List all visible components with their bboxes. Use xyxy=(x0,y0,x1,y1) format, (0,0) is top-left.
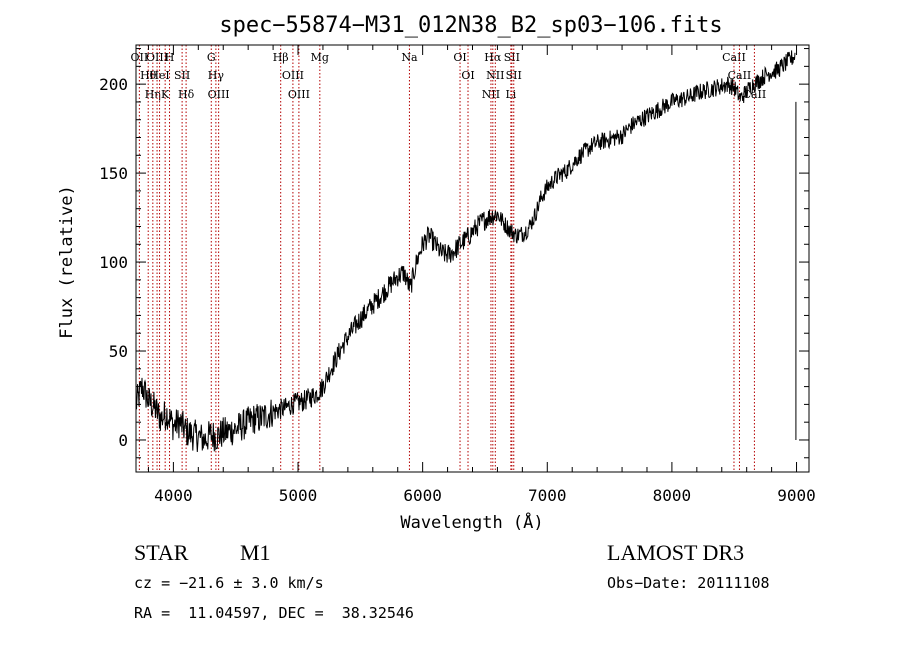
spectral-line-label: Hθ xyxy=(140,69,157,82)
spectral-line-label: Hγ xyxy=(208,69,225,82)
spectral-line-label: OII xyxy=(131,51,149,64)
y-tick-label: 0 xyxy=(118,431,128,450)
plot-frame xyxy=(135,44,810,473)
x-tick-label: 6000 xyxy=(403,486,442,505)
y-tick-label: 200 xyxy=(99,75,128,94)
spectral-line-label: Mg xyxy=(311,51,329,64)
plot-area: OII Hθ Hη OIII HeI K H SII Hδ G Hγ OIII Hβ OIII OIII Mg… xyxy=(131,44,810,473)
spectral-line-label: K xyxy=(161,88,170,101)
spectral-line-label: OI xyxy=(461,69,474,82)
survey-name: LAMOST DR3 xyxy=(607,540,745,565)
x-tick-label: 7000 xyxy=(528,486,567,505)
y-tick-label: 50 xyxy=(109,342,128,361)
x-tick-label: 9000 xyxy=(777,486,816,505)
object-class: STAR xyxy=(134,540,189,565)
spectral-line-label: SII xyxy=(506,69,522,82)
spectral-line-label: CaII xyxy=(743,88,767,101)
spectral-line-label: SII xyxy=(174,69,190,82)
x-tick-label: 8000 xyxy=(653,486,692,505)
spectral-line-label: OIII xyxy=(282,69,304,82)
spectrum-line xyxy=(135,50,796,453)
chart-title: spec−55874−M31_012N38_B2_sp03−106.fits xyxy=(219,13,722,38)
spectral-line-label: OIII xyxy=(288,88,310,101)
spectral-line-label: OI xyxy=(453,51,466,64)
redshift-text: cz = −21.6 ± 3.0 km/s xyxy=(134,574,324,592)
spectral-line-label: CaII xyxy=(728,69,752,82)
obs-date-text: Obs−Date: 20111108 xyxy=(607,574,770,592)
y-axis-label: Flux (relative) xyxy=(57,185,77,339)
y-tick-label: 100 xyxy=(99,253,128,272)
spectral-line-label: OIII xyxy=(146,51,168,64)
spectral-line-label: Hη xyxy=(145,88,161,101)
spectral-line-label: H xyxy=(165,51,175,64)
y-axis: 0 50 100 150 200 xyxy=(99,48,809,459)
spectral-line-label: NII xyxy=(482,88,500,101)
spectral-line-label: NII xyxy=(486,69,504,82)
spectral-line-label: Hδ xyxy=(178,88,195,101)
x-tick-label: 5000 xyxy=(279,486,318,505)
coordinates-text: RA = 11.04597, DEC = 38.32546 xyxy=(134,604,414,622)
spectral-line-label: SII xyxy=(504,51,520,64)
x-axis: 4000 5000 6000 7000 8000 9000 xyxy=(147,45,816,505)
y-tick-label: 150 xyxy=(99,164,128,183)
spectral-line-label: Li xyxy=(505,88,516,101)
x-tick-label: 4000 xyxy=(154,486,193,505)
spectral-line-label: OIII xyxy=(208,88,230,101)
spectral-line-label: Hβ xyxy=(273,51,289,64)
spectral-line-label: G xyxy=(207,51,216,64)
spectral-line-label: Na xyxy=(401,51,418,64)
x-axis-label: Wavelength (Å) xyxy=(400,511,543,533)
spectral-line-label: CaII xyxy=(722,51,746,64)
emission-lines: OII Hθ Hη OIII HeI K H SII Hδ G Hγ OIII Hβ OIII OIII Mg… xyxy=(131,45,767,472)
spectral-line-label: Hα xyxy=(484,51,502,64)
object-subclass: M1 xyxy=(240,540,271,565)
spectral-line-label: HeI xyxy=(149,69,169,82)
